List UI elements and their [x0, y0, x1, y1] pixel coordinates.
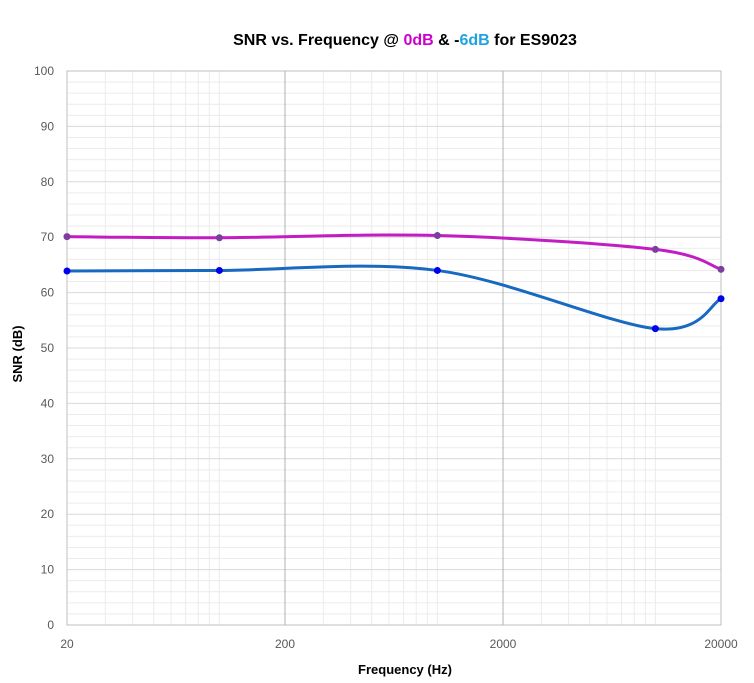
title-part-3: 6dB [459, 32, 489, 49]
x-tick-label: 20 [60, 637, 74, 651]
data-point-6db [717, 295, 725, 303]
series-layer [63, 232, 725, 333]
x-tick-label: 200 [275, 637, 295, 651]
y-tick-label: 70 [41, 230, 55, 244]
series-line-0db [65, 233, 723, 271]
x-tick-label: 20000 [704, 637, 738, 651]
data-point-0db [717, 265, 725, 273]
y-tick-label: 30 [41, 452, 55, 466]
title-part-4: for ES9023 [490, 32, 577, 49]
y-tick-label: 90 [41, 119, 55, 133]
x-axis-title: Frequency (Hz) [358, 662, 452, 677]
x-tick-label: 2000 [490, 637, 517, 651]
title-part-2: & - [434, 32, 460, 49]
y-axis-tick-labels: 0 10 20 30 40 50 60 70 80 90 100 [34, 64, 54, 632]
y-tick-label: 10 [41, 563, 55, 577]
y-tick-label: 50 [41, 341, 55, 355]
plot-area-border [66, 70, 722, 626]
chart-title: SNR vs. Frequency @ 0dB & -6dB for ES902… [233, 32, 577, 49]
y-tick-label: 60 [41, 286, 55, 300]
y-tick-label: 20 [41, 507, 55, 521]
data-point-0db [215, 234, 223, 242]
y-tick-label: 100 [34, 64, 54, 78]
y-axis-title: SNR (dB) [10, 325, 25, 382]
data-point-0db [651, 245, 659, 253]
data-point-6db [63, 267, 71, 275]
major-gridlines [66, 70, 722, 626]
data-point-0db [433, 232, 441, 240]
y-tick-label: 0 [47, 618, 54, 632]
title-part-1: 0dB [403, 32, 433, 49]
y-tick-label: 80 [41, 175, 55, 189]
data-point-6db [433, 266, 441, 274]
x-axis-tick-labels: 20 200 2000 20000 [60, 637, 738, 651]
data-point-6db [651, 325, 659, 333]
series-line-6db [65, 264, 723, 331]
minor-gridlines [67, 71, 721, 625]
data-point-6db [215, 266, 223, 274]
title-part-0: SNR vs. Frequency @ [233, 32, 403, 49]
data-point-0db [63, 233, 71, 241]
y-tick-label: 40 [41, 396, 55, 410]
